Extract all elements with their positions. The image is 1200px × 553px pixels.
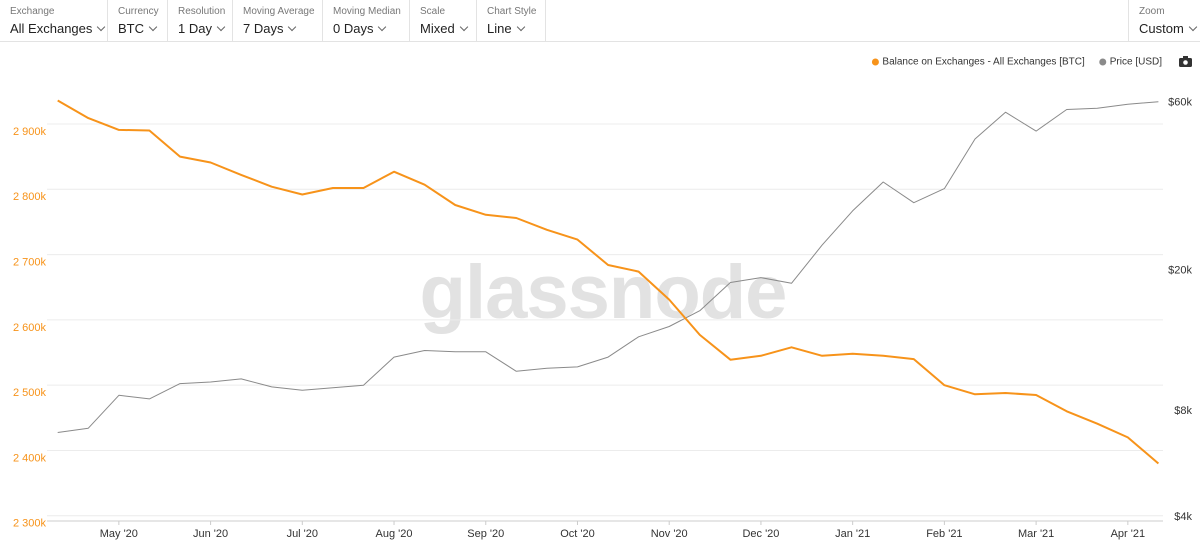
y2-tick-label: $8k — [1174, 405, 1192, 417]
dropdown-label: Resolution — [178, 6, 226, 17]
dropdown-value: 0 Days — [333, 21, 374, 36]
x-tick-label: Nov '20 — [651, 528, 688, 540]
dropdown-value: Mixed — [420, 21, 455, 36]
dropdown-value: BTC — [118, 21, 144, 36]
legend-swatch — [1099, 58, 1107, 66]
series-line — [57, 99, 1160, 465]
x-tick-label: Mar '21 — [1018, 528, 1054, 540]
y-tick-label: 2 600k — [13, 322, 47, 334]
x-tick-label: Feb '21 — [926, 528, 962, 540]
x-tick-label: Apr '21 — [1111, 528, 1146, 540]
watermark: glassnode — [420, 250, 787, 335]
x-tick-label: May '20 — [100, 528, 138, 540]
y2-tick-label: $60k — [1168, 97, 1192, 109]
series-line — [57, 101, 1159, 433]
dropdown-value: Custom — [1139, 21, 1184, 36]
dropdown[interactable]: Moving Median 0 Days — [323, 0, 410, 42]
dropdown[interactable]: Resolution 1 Day — [168, 0, 233, 42]
x-tick-label: Oct '20 — [560, 528, 595, 540]
dropdown[interactable]: Moving Average 7 Days — [233, 0, 323, 42]
y-tick-label: 2 800k — [13, 191, 47, 203]
dropdown-label: Zoom — [1139, 6, 1165, 17]
camera-icon[interactable] — [1179, 56, 1192, 67]
dropdown-value: 1 Day — [178, 21, 212, 36]
dropdown[interactable]: Chart Style Line — [477, 0, 546, 42]
dropdown[interactable]: Currency BTC — [108, 0, 168, 42]
y2-tick-label: $4k — [1174, 511, 1192, 523]
dropdown-label: Exchange — [10, 6, 55, 17]
legend-label[interactable]: Balance on Exchanges - All Exchanges [BT… — [882, 57, 1085, 68]
dropdown-label: Moving Average — [243, 6, 315, 17]
y2-tick-label: $20k — [1168, 265, 1192, 277]
dropdown[interactable]: Exchange All Exchanges — [0, 0, 108, 42]
x-tick-label: Jan '21 — [835, 528, 870, 540]
y-tick-label: 2 500k — [13, 387, 47, 399]
x-tick-label: Aug '20 — [376, 528, 413, 540]
dropdown-value: All Exchanges — [10, 21, 93, 36]
x-tick-label: Sep '20 — [467, 528, 504, 540]
dropdown[interactable]: Scale Mixed — [410, 0, 477, 42]
dropdown-value: Line — [487, 21, 512, 36]
legend-label[interactable]: Price [USD] — [1110, 57, 1162, 68]
x-tick-label: Dec '20 — [742, 528, 779, 540]
y-tick-label: 2 400k — [13, 452, 47, 464]
y-tick-label: 2 700k — [13, 256, 47, 268]
dropdown-label: Currency — [118, 6, 159, 17]
legend-swatch — [871, 58, 879, 66]
dropdown-label: Moving Median — [333, 6, 401, 17]
zoom-dropdown[interactable]: Zoom Custom — [1128, 0, 1200, 42]
dropdown-value: 7 Days — [243, 21, 284, 36]
toolbar: Exchange All Exchanges Currency BTC Resoluti… — [0, 0, 1200, 42]
x-tick-label: Jun '20 — [193, 528, 228, 540]
y-tick-label: 2 300k — [13, 518, 47, 530]
y-tick-label: 2 900k — [13, 126, 47, 138]
dropdown-label: Chart Style — [487, 6, 537, 17]
x-tick-label: Jul '20 — [287, 528, 318, 540]
dropdown-label: Scale — [420, 6, 446, 17]
